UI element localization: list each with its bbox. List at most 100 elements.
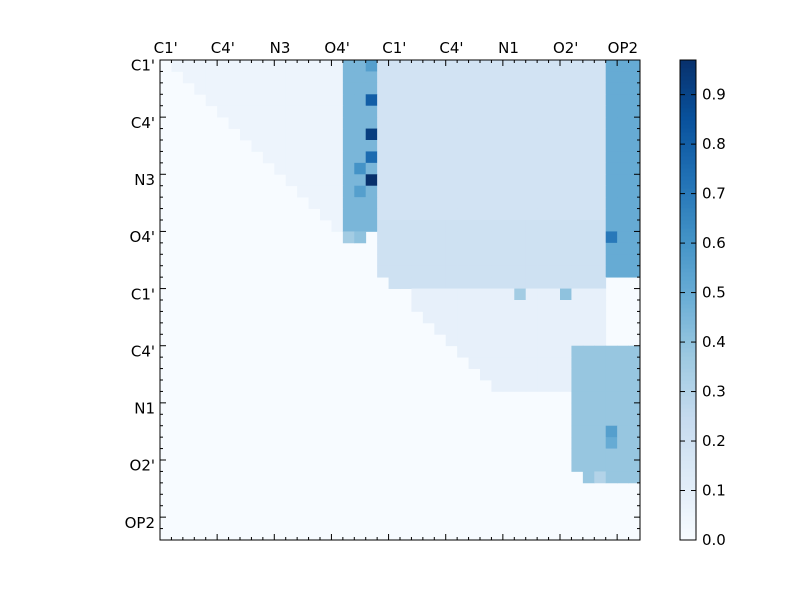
heatmap-cell	[445, 94, 458, 107]
colorbar-segment	[680, 328, 696, 333]
heatmap-cell	[434, 94, 447, 107]
heatmap-cell	[605, 425, 618, 438]
heatmap-cell	[628, 60, 641, 72]
heatmap-cell	[388, 231, 401, 244]
heatmap-cell	[537, 254, 549, 267]
heatmap-cell	[434, 322, 447, 335]
heatmap-cell	[377, 242, 389, 255]
heatmap-cell	[514, 162, 527, 175]
heatmap-cell	[548, 277, 561, 289]
heatmap-cell	[525, 208, 538, 221]
heatmap-cell	[617, 128, 629, 141]
heatmap-cell	[411, 82, 424, 95]
heatmap-cell	[594, 220, 607, 232]
heatmap-cell	[582, 140, 595, 152]
heatmap-cell	[560, 242, 572, 255]
colorbar-segment	[680, 436, 696, 441]
colorbar-segment	[680, 180, 696, 185]
heatmap-cell	[605, 460, 618, 472]
colorbar-segment	[680, 284, 696, 289]
heatmap-cell	[605, 345, 618, 358]
heatmap-cell	[582, 471, 595, 484]
heatmap-cell	[617, 448, 629, 461]
heatmap-cell	[502, 357, 515, 369]
heatmap-cell	[628, 471, 641, 484]
heatmap-cell	[514, 105, 527, 118]
colorbar-segment	[680, 448, 696, 453]
heatmap-cell	[605, 174, 618, 187]
heatmap-cell	[571, 254, 584, 267]
heatmap-cell	[571, 437, 584, 449]
heatmap-cell	[560, 208, 572, 221]
colorbar-segment	[680, 388, 696, 393]
heatmap-cell	[422, 105, 435, 118]
heatmap-cell	[422, 208, 435, 221]
heatmap-cell	[502, 162, 515, 175]
heatmap-cell	[320, 82, 332, 95]
heatmap-cell	[274, 60, 287, 72]
colorbar-segment	[680, 384, 696, 389]
heatmap-cell	[594, 185, 607, 198]
heatmap-cell	[548, 71, 561, 84]
heatmap-cell	[377, 162, 389, 175]
heatmap-cells	[160, 60, 641, 540]
colorbar-segment	[680, 116, 696, 121]
heatmap-cell	[400, 128, 412, 141]
colorbar-segment	[680, 76, 696, 81]
heatmap-cell	[411, 162, 424, 175]
heatmap-cell	[628, 71, 641, 84]
colorbar-segment	[680, 260, 696, 265]
heatmap-cell	[274, 82, 287, 95]
heatmap-cell	[411, 185, 424, 198]
x-tick-label: O2'	[553, 39, 578, 57]
heatmap-cell	[342, 60, 355, 72]
heatmap-cell	[342, 197, 355, 209]
heatmap-cell	[400, 277, 412, 289]
colorbar-segment	[680, 148, 696, 153]
heatmap-cell	[411, 140, 424, 152]
heatmap-cell	[457, 162, 469, 175]
heatmap-cell	[331, 185, 344, 198]
heatmap-cell	[537, 162, 549, 175]
heatmap-cell	[525, 220, 538, 232]
heatmap-cell	[251, 117, 264, 129]
heatmap-cell	[491, 322, 504, 335]
heatmap-cell	[422, 300, 435, 312]
heatmap-cell	[605, 185, 618, 198]
heatmap-cell	[514, 345, 527, 358]
heatmap-cell	[400, 162, 412, 175]
heatmap-cell	[605, 357, 618, 369]
heatmap-cell	[605, 60, 618, 72]
colorbar-segment	[680, 212, 696, 217]
heatmap-cell	[582, 391, 595, 404]
heatmap-cell	[468, 174, 481, 187]
heatmap-cell	[491, 71, 504, 84]
heatmap-cell	[582, 357, 595, 369]
heatmap-cell	[285, 162, 298, 175]
heatmap-cell	[571, 140, 584, 152]
heatmap-cell	[274, 117, 287, 129]
heatmap-cell	[628, 391, 641, 404]
colorbar-segment	[680, 480, 696, 485]
heatmap-cell	[525, 288, 538, 301]
heatmap-cell	[342, 140, 355, 152]
heatmap-cell	[571, 117, 584, 129]
heatmap-cell	[560, 162, 572, 175]
heatmap-cell	[434, 311, 447, 324]
colorbar-segment	[680, 456, 696, 461]
heatmap-cell	[400, 117, 412, 129]
heatmap-cell	[422, 254, 435, 267]
heatmap-cell	[594, 94, 607, 107]
heatmap-cell	[582, 414, 595, 427]
heatmap-cell	[365, 117, 378, 129]
heatmap-cell	[240, 94, 252, 107]
colorbar-segment	[680, 120, 696, 125]
colorbar-segment	[680, 324, 696, 329]
x-tick-label: N3	[270, 39, 291, 57]
colorbar-segment	[680, 380, 696, 385]
heatmap-cell	[571, 334, 584, 347]
heatmap-cell	[445, 82, 458, 95]
heatmap-cell	[411, 277, 424, 289]
colorbar-tick-label: 0.3	[702, 383, 726, 401]
